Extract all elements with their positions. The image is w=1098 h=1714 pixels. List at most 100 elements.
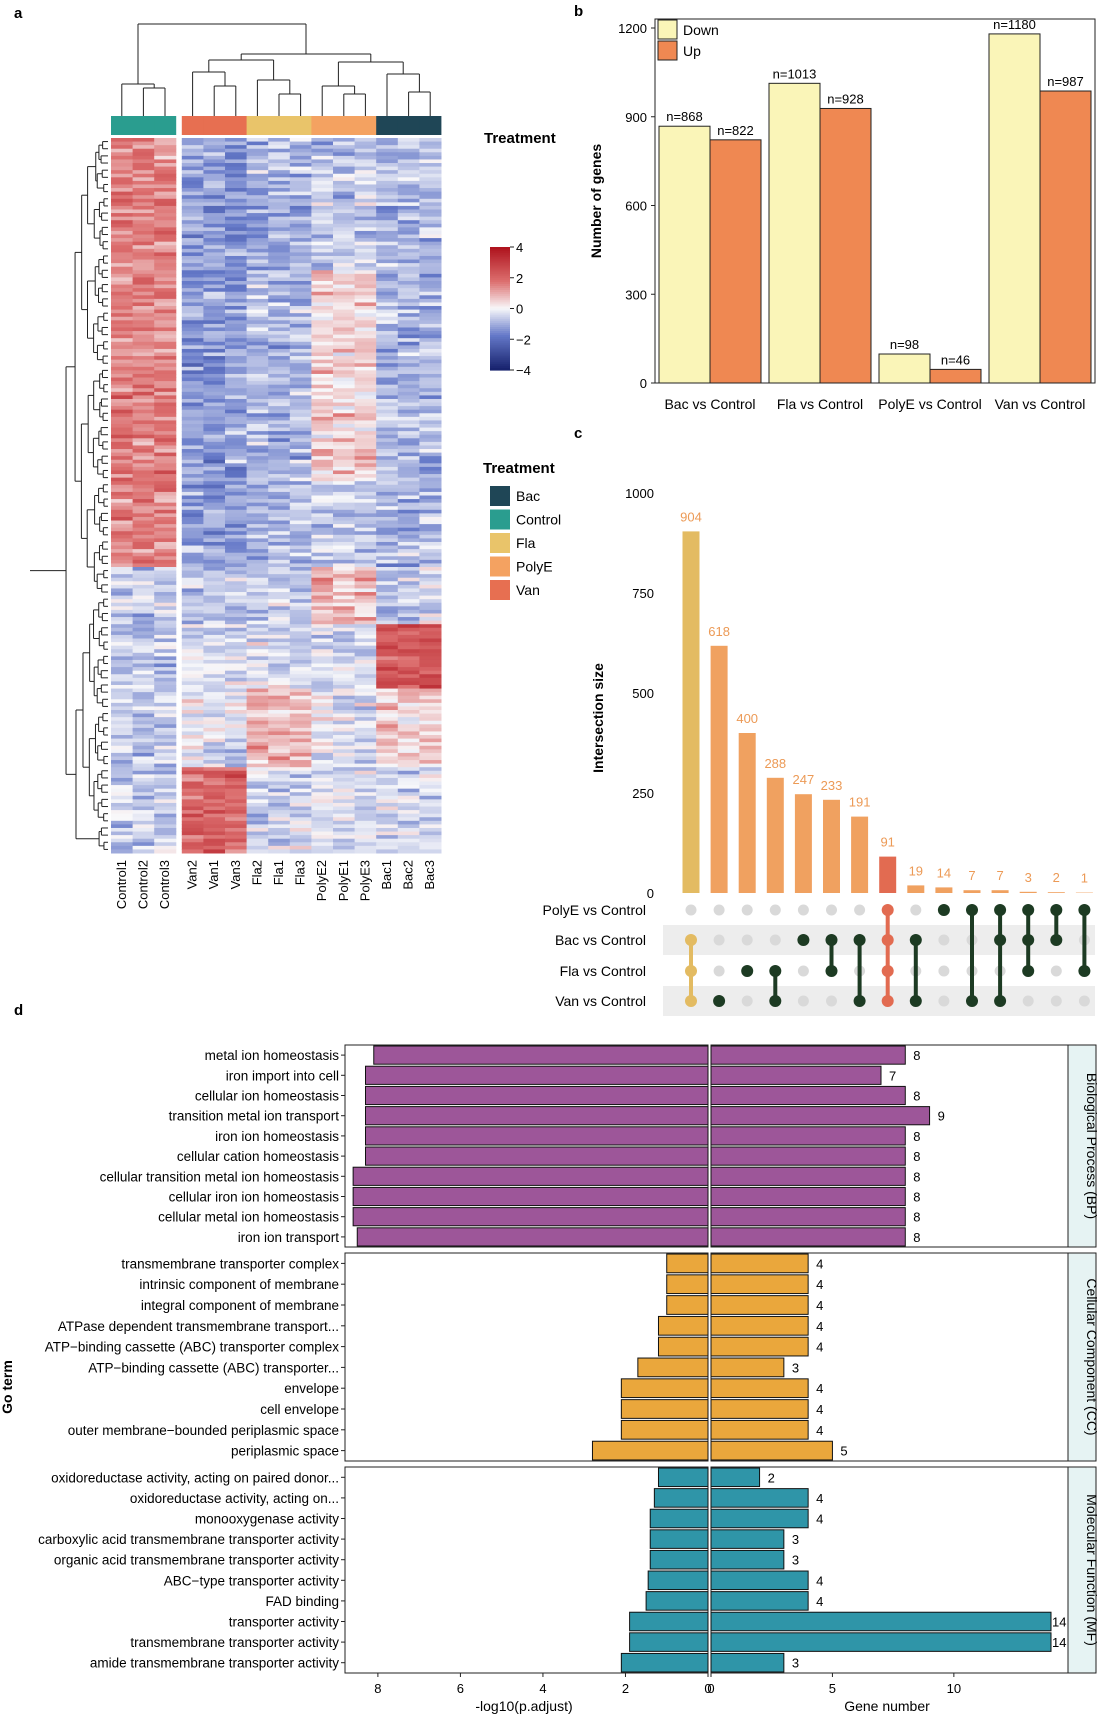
heatmap-cell xyxy=(132,191,155,196)
heatmap-cell xyxy=(289,288,312,293)
heatmap-cell xyxy=(154,191,177,196)
heatmap-cell xyxy=(333,652,356,657)
heatmap-cell xyxy=(268,377,291,382)
heatmap-cell xyxy=(268,452,291,457)
heatmap-cell xyxy=(268,552,291,557)
heatmap-cell xyxy=(225,284,248,289)
heatmap-cell xyxy=(333,327,356,332)
heatmap-cell xyxy=(246,141,269,146)
heatmap-cell xyxy=(246,710,269,715)
heatmap-cell xyxy=(268,795,291,800)
heatmap-cell xyxy=(246,516,269,522)
heatmap-cell xyxy=(333,559,356,564)
heatmap-cell xyxy=(154,484,177,489)
heatmap-cell xyxy=(246,338,269,343)
heatmap-cell xyxy=(419,452,442,457)
heatmap-cell xyxy=(154,645,177,650)
intersection-bar-label: 91 xyxy=(880,835,894,850)
heatmap-cell xyxy=(181,327,204,332)
heatmap-cell xyxy=(333,524,356,529)
heatmap-cell xyxy=(111,699,134,704)
heatmap-cell xyxy=(132,155,155,160)
heatmap-cell xyxy=(376,584,399,589)
heatmap-cell xyxy=(419,609,442,614)
heatmap-cell xyxy=(333,248,356,253)
heatmap-cell xyxy=(111,205,134,210)
heatmap-cell xyxy=(111,806,134,811)
heatmap-cell xyxy=(203,584,226,589)
heatmap-cell xyxy=(289,238,312,243)
heatmap-cell xyxy=(333,520,356,525)
heatmap-cell xyxy=(268,238,291,243)
heatmap-cell xyxy=(268,835,291,840)
heatmap-cell xyxy=(289,188,312,193)
heatmap-cell xyxy=(354,667,377,672)
heatmap-cell xyxy=(203,163,226,168)
heatmap-cell xyxy=(132,631,155,636)
heatmap-cell xyxy=(289,234,312,239)
heatmap-cell xyxy=(203,806,226,811)
heatmap-cell xyxy=(419,195,442,200)
heatmap-cell xyxy=(419,842,442,847)
heatmap-cell xyxy=(333,413,356,418)
heatmap-cell xyxy=(419,516,442,522)
heatmap-cell xyxy=(311,384,334,389)
treatment-annotation-bar xyxy=(111,116,442,135)
heatmap-cell xyxy=(333,155,356,160)
heatmap-cell xyxy=(111,170,134,175)
heatmap-cell xyxy=(203,452,226,457)
heatmap-cell xyxy=(203,506,226,511)
heatmap-cell xyxy=(419,845,442,850)
heatmap-cell xyxy=(268,820,291,825)
annotation-cell xyxy=(111,116,133,135)
heatmap-cell xyxy=(246,795,269,800)
heatmap-cell xyxy=(246,281,269,286)
heatmap-cell xyxy=(203,245,226,250)
annotation-cell xyxy=(376,116,399,135)
heatmap-cell xyxy=(225,581,248,586)
heatmap-cell xyxy=(289,434,312,439)
heatmap-cell xyxy=(397,545,420,550)
heatmap-cell xyxy=(246,488,269,493)
heatmap-cell xyxy=(289,456,312,461)
heatmap-cell xyxy=(289,402,312,407)
heatmap-cell xyxy=(289,602,312,607)
bar-up xyxy=(709,139,762,384)
heatmap-cell xyxy=(225,849,248,854)
heatmap-cell xyxy=(268,695,291,700)
heatmap-cell xyxy=(397,706,420,711)
heatmap-cell xyxy=(203,155,226,160)
heatmap-cell xyxy=(419,752,442,757)
heatmap-cell xyxy=(311,770,334,775)
intersection-y-title: Intersection size xyxy=(590,663,606,773)
heatmap-cell xyxy=(289,424,312,429)
heatmap-cell xyxy=(311,499,334,504)
heatmap-cell xyxy=(376,320,399,325)
heatmap-cell xyxy=(419,248,442,253)
matrix-dot-inactive xyxy=(1050,995,1062,1007)
heatmap-cell xyxy=(154,398,177,404)
intersection-bar xyxy=(766,777,784,893)
heatmap-cell xyxy=(376,449,399,454)
heatmap-cell xyxy=(111,724,134,729)
colorbar-step xyxy=(490,251,510,254)
heatmap-cell xyxy=(246,438,269,443)
heatmap-cell xyxy=(225,742,248,747)
heatmap-cell xyxy=(154,810,177,815)
heatmap-cell xyxy=(289,838,312,843)
heatmap-cell xyxy=(419,849,442,854)
heatmap-cell xyxy=(419,760,442,765)
heatmap-cell xyxy=(225,524,248,529)
heatmap-cell xyxy=(203,513,226,518)
heatmap-cell xyxy=(289,781,312,786)
heatmap-cell xyxy=(333,717,356,722)
heatmap-cell xyxy=(154,634,177,639)
heatmap-cell xyxy=(397,491,420,496)
heatmap-cell xyxy=(333,609,356,614)
heatmap-cell xyxy=(111,556,134,561)
heatmap-cell xyxy=(181,373,204,379)
colorbar-step xyxy=(490,320,510,324)
heatmap-cell xyxy=(397,449,420,454)
heatmap-cell xyxy=(132,227,155,232)
heatmap-cell xyxy=(333,238,356,243)
